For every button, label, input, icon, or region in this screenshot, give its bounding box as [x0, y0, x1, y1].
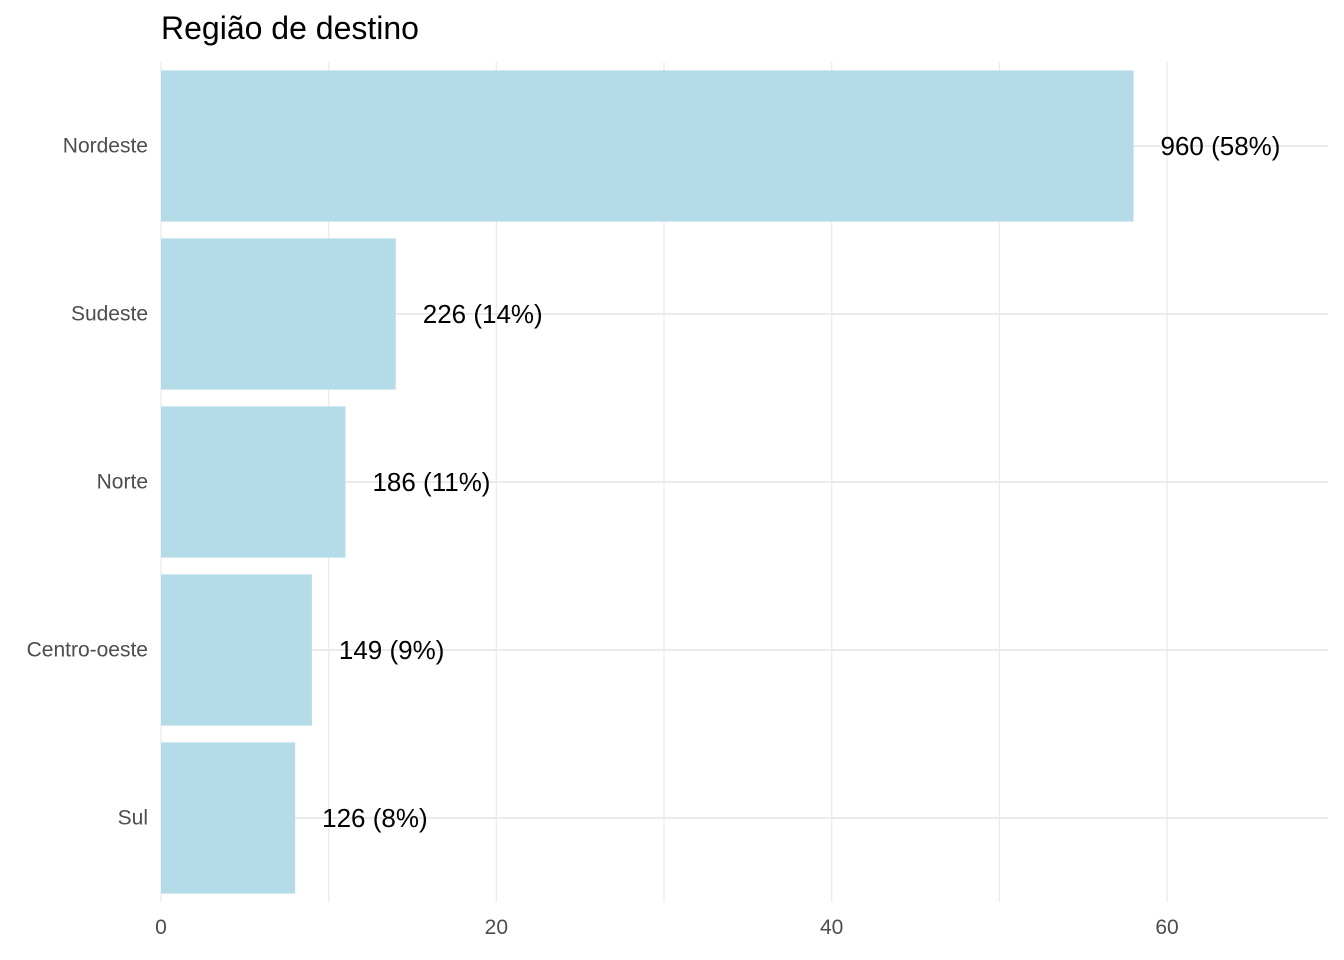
data-label: 226 (14%)	[423, 299, 543, 329]
y-tick-label: Centro-oeste	[27, 639, 148, 662]
data-label: 126 (8%)	[322, 803, 428, 833]
y-tick-label: Sul	[118, 807, 148, 830]
data-label: 149 (9%)	[339, 635, 445, 665]
x-tick-label: 0	[155, 916, 167, 939]
y-tick-label: Norte	[97, 471, 148, 494]
y-axis-tick-labels: Nordeste Sudeste Norte Centro-oeste Sul	[27, 135, 148, 830]
data-labels: 960 (58%) 226 (14%) 186 (11%) 149 (9%) 126 (…	[322, 131, 1280, 833]
x-tick-label: 20	[485, 916, 508, 939]
bar	[161, 574, 312, 726]
bar	[161, 742, 296, 894]
y-tick-label: Sudeste	[71, 303, 148, 326]
x-axis-tick-labels: 0 20 40 60	[155, 916, 1179, 939]
x-tick-label: 60	[1155, 916, 1178, 939]
bar	[161, 238, 396, 390]
y-tick-label: Nordeste	[63, 135, 148, 158]
x-tick-label: 40	[820, 916, 843, 939]
data-label: 960 (58%)	[1161, 131, 1281, 161]
bar	[161, 70, 1134, 222]
bars	[161, 70, 1134, 894]
bar	[161, 406, 346, 558]
data-label: 186 (11%)	[372, 467, 490, 497]
chart-title: Região de destino	[161, 10, 419, 46]
